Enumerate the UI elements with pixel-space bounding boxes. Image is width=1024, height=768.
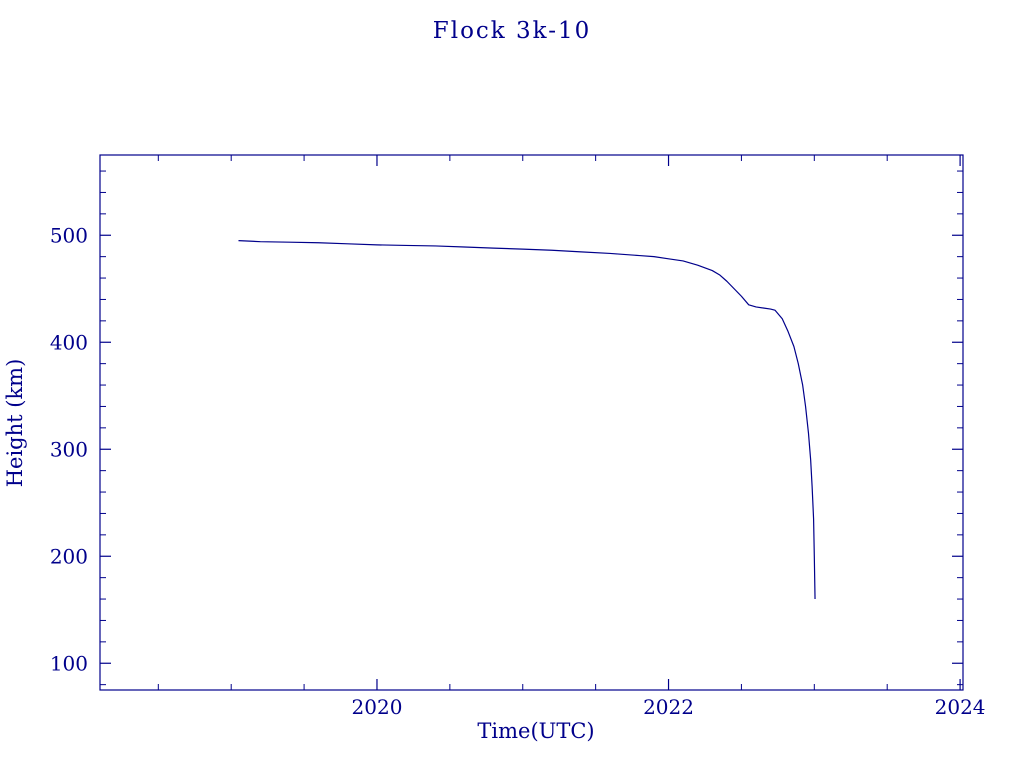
y-tick-label: 300 bbox=[50, 437, 88, 461]
height-decay-line bbox=[238, 240, 816, 600]
y-tick-label: 200 bbox=[50, 544, 88, 568]
x-tick-label: 2024 bbox=[935, 695, 986, 719]
plot-contents: 2020 2022 2024 100 200 300 400 500 bbox=[50, 154, 986, 719]
chart-title: Flock 3k-10 bbox=[433, 18, 592, 44]
x-tick-label: 2020 bbox=[352, 695, 403, 719]
plot-frame bbox=[99, 154, 964, 691]
y-axis-label: Height (km) bbox=[3, 359, 27, 488]
x-axis-label: Time(UTC) bbox=[477, 719, 594, 743]
x-tick-label: 2022 bbox=[643, 695, 694, 719]
y-tick-label: 500 bbox=[50, 223, 88, 247]
y-tick-label: 400 bbox=[50, 330, 88, 354]
y-tick-label: 100 bbox=[50, 651, 88, 675]
